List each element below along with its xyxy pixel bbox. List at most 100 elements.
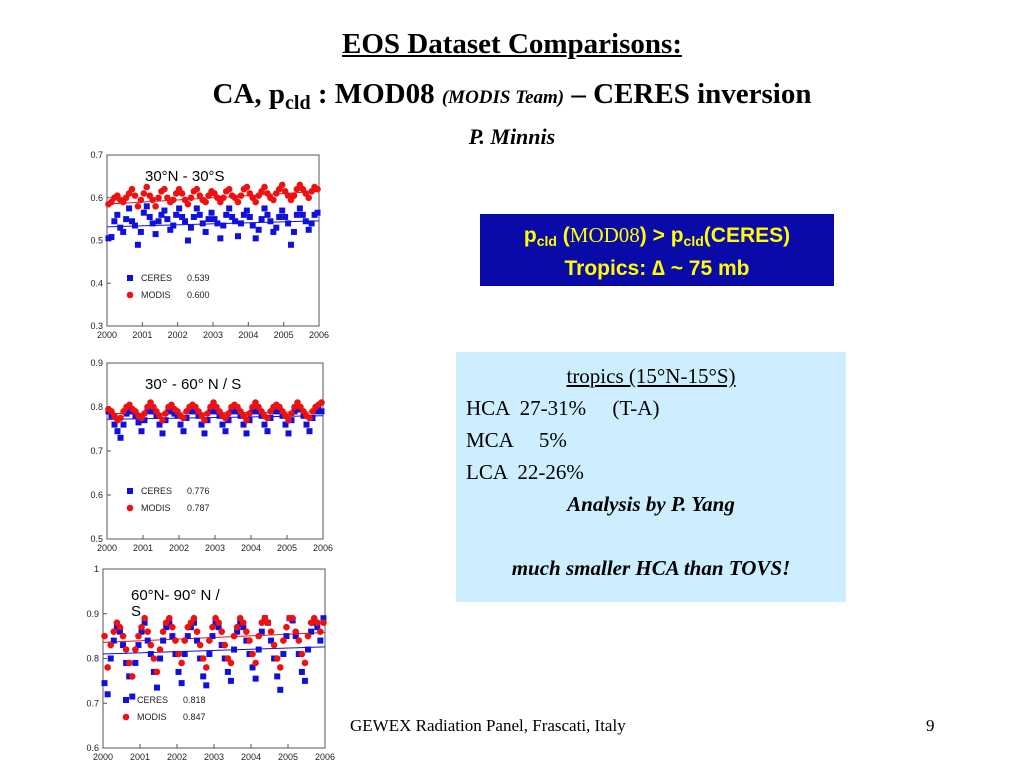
ceres-point bbox=[143, 203, 150, 210]
modis-point bbox=[225, 185, 233, 193]
modis-point bbox=[270, 196, 277, 204]
ceres-point bbox=[258, 628, 265, 635]
ceres-point bbox=[134, 241, 141, 248]
modis-point bbox=[246, 637, 253, 644]
ceres-point bbox=[129, 693, 136, 700]
ceres-point bbox=[120, 642, 127, 649]
tropics-pressure-line2: Tropics: ∆ ~ 75 mb bbox=[564, 257, 750, 280]
ceres-point bbox=[149, 220, 156, 227]
modis-point bbox=[220, 194, 227, 202]
ceres-point bbox=[276, 213, 283, 220]
modis-point bbox=[199, 655, 207, 662]
ceres-point bbox=[203, 682, 210, 689]
ceres-point bbox=[152, 231, 159, 238]
modis-point bbox=[306, 414, 313, 422]
ceres-point bbox=[258, 216, 265, 223]
ceres-point bbox=[280, 651, 287, 658]
legend-ceres-label: CERES bbox=[137, 695, 168, 705]
modis-point bbox=[301, 659, 309, 667]
ceres-point bbox=[292, 633, 299, 640]
modis-point bbox=[147, 641, 155, 649]
ceres-point bbox=[196, 211, 203, 218]
comparison-mid: ) > p bbox=[639, 224, 684, 247]
ceres-point bbox=[264, 428, 271, 435]
x-tick-label: 2003 bbox=[204, 752, 224, 762]
x-tick-label: 2002 bbox=[168, 330, 188, 340]
modis-point bbox=[239, 619, 247, 626]
modis-point bbox=[178, 190, 186, 197]
tropics-pressure-line1: pcld (MOD08) > pcld(CERES) bbox=[480, 222, 834, 255]
y-tick-label: 0.9 bbox=[86, 609, 99, 619]
modis-point bbox=[270, 641, 278, 649]
modis-point bbox=[116, 623, 124, 631]
modis-point bbox=[243, 183, 251, 191]
modis-point bbox=[169, 196, 177, 204]
modis-point bbox=[237, 192, 245, 199]
x-tick-label: 2000 bbox=[97, 330, 117, 340]
ceres-point bbox=[255, 646, 262, 653]
subtitle-subscript: cld bbox=[285, 92, 311, 114]
modis-point bbox=[143, 183, 151, 191]
modis-point bbox=[267, 628, 275, 635]
region-label: 60°N- 90° N / S bbox=[131, 587, 224, 620]
ceres-point bbox=[234, 628, 241, 635]
ceres-point bbox=[215, 624, 222, 631]
analysis-credit: Analysis by P. Yang bbox=[567, 492, 735, 516]
y-tick-label: 0.6 bbox=[90, 193, 103, 203]
modis-point bbox=[161, 185, 168, 193]
modis-point bbox=[131, 192, 139, 199]
modis-point bbox=[304, 632, 312, 640]
modis-point bbox=[201, 416, 208, 424]
ceres-point bbox=[224, 668, 231, 675]
modis-point bbox=[249, 650, 256, 658]
ceres-point bbox=[220, 222, 227, 229]
x-tick-label: 2003 bbox=[205, 543, 225, 553]
legend-ceres-marker bbox=[127, 488, 133, 494]
ceres-point bbox=[305, 226, 312, 233]
ceres-point bbox=[205, 216, 212, 223]
modis-point bbox=[234, 198, 242, 206]
y-tick-label: 0.7 bbox=[90, 150, 103, 160]
ceres-point bbox=[306, 428, 313, 435]
ceres-point bbox=[160, 637, 167, 644]
ceres-point bbox=[141, 619, 148, 626]
modis-point bbox=[172, 637, 179, 644]
modis-point bbox=[159, 628, 167, 635]
ceres-point bbox=[219, 421, 226, 428]
modis-point bbox=[181, 637, 189, 644]
ceres-point bbox=[107, 655, 114, 662]
ceres-point bbox=[243, 207, 250, 214]
ceres-point bbox=[282, 421, 289, 428]
modis-point bbox=[152, 203, 159, 210]
modis-point bbox=[314, 185, 321, 193]
modis-point bbox=[317, 628, 324, 635]
modis-point bbox=[320, 619, 327, 626]
ceres-point bbox=[146, 213, 153, 220]
subtitle-suffix: – CERES inversion bbox=[564, 78, 812, 110]
ceres-point bbox=[184, 237, 191, 244]
modis-point bbox=[140, 190, 148, 197]
x-tick-label: 2004 bbox=[241, 752, 261, 762]
x-tick-label: 2005 bbox=[277, 543, 297, 553]
mod08-label: MOD08 bbox=[569, 223, 640, 247]
modis-point bbox=[298, 650, 306, 658]
ceres-point bbox=[169, 633, 176, 640]
ceres-point bbox=[314, 209, 321, 216]
ceres-point bbox=[147, 651, 154, 658]
modis-point bbox=[285, 416, 292, 424]
legend-modis-label: MODIS bbox=[141, 290, 171, 300]
chart-tropics: 0.3 0.4 0.5 0.6 0.7 2000 2001 2002 2003 2004 2005 2… bbox=[90, 150, 329, 340]
ceres-point bbox=[222, 428, 229, 435]
ceres-point bbox=[198, 421, 205, 428]
ceres-point bbox=[159, 430, 166, 437]
modis-point bbox=[278, 181, 286, 189]
ceres-point bbox=[299, 211, 306, 218]
ceres-point bbox=[249, 222, 256, 229]
ceres-point bbox=[104, 691, 111, 698]
modis-point bbox=[165, 614, 173, 622]
ceres-point bbox=[302, 218, 309, 225]
modis-point bbox=[202, 198, 209, 206]
ceres-point bbox=[301, 677, 308, 684]
modis-point bbox=[141, 614, 148, 622]
ceres-point bbox=[293, 211, 300, 218]
